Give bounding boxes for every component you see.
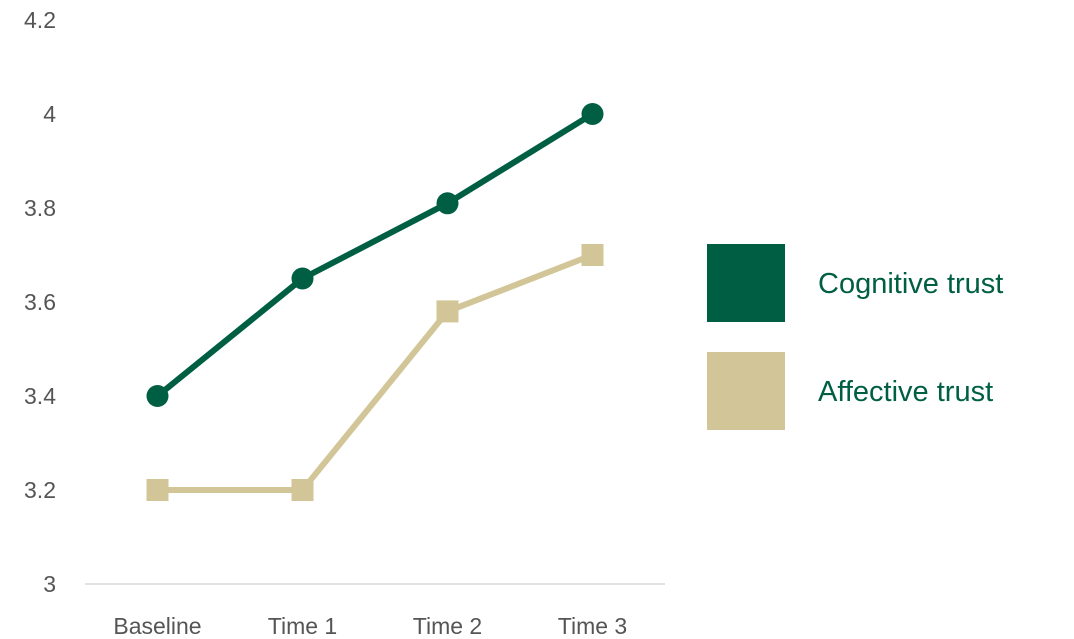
x-tick-label: Time 1 — [268, 613, 337, 639]
affective-trust-series — [146, 244, 604, 501]
affective-trust-legend-label: Affective trust — [818, 376, 993, 408]
cognitive-trust-line — [154, 111, 596, 399]
cognitive-trust-series — [146, 103, 604, 407]
cognitive-trust-legend-swatch — [707, 244, 785, 322]
x-tick-label: Baseline — [113, 613, 201, 639]
y-tick-label: 4 — [43, 101, 56, 127]
affective-trust-point — [436, 300, 459, 323]
legend: Cognitive trust Affective trust — [707, 244, 1003, 430]
y-tick-label: 3.6 — [24, 289, 56, 315]
x-tick-label: Time 3 — [558, 613, 627, 639]
affective-trust-point — [581, 244, 604, 266]
cognitive-trust-point — [146, 385, 169, 407]
y-tick-label: 3 — [43, 571, 56, 597]
x-axis-tick-labels: Baseline Time 1 Time 2 Time 3 — [113, 613, 627, 639]
affective-trust-line — [154, 252, 596, 493]
y-tick-label: 3.8 — [24, 195, 56, 221]
cognitive-trust-legend-label: Cognitive trust — [818, 268, 1003, 300]
cognitive-trust-point — [291, 267, 314, 290]
affective-trust-legend-swatch — [707, 352, 785, 430]
affective-trust-point — [146, 479, 169, 501]
series-layer — [146, 103, 604, 501]
cognitive-trust-point — [436, 192, 459, 215]
cognitive-trust-point — [581, 103, 604, 125]
y-tick-label: 4.2 — [24, 7, 56, 33]
affective-trust-point — [291, 479, 314, 501]
x-tick-label: Time 2 — [413, 613, 482, 639]
y-axis-tick-labels: 3 3.2 3.4 3.6 3.8 4 4.2 — [24, 7, 56, 597]
y-tick-label: 3.2 — [24, 477, 56, 503]
y-tick-label: 3.4 — [24, 383, 56, 409]
